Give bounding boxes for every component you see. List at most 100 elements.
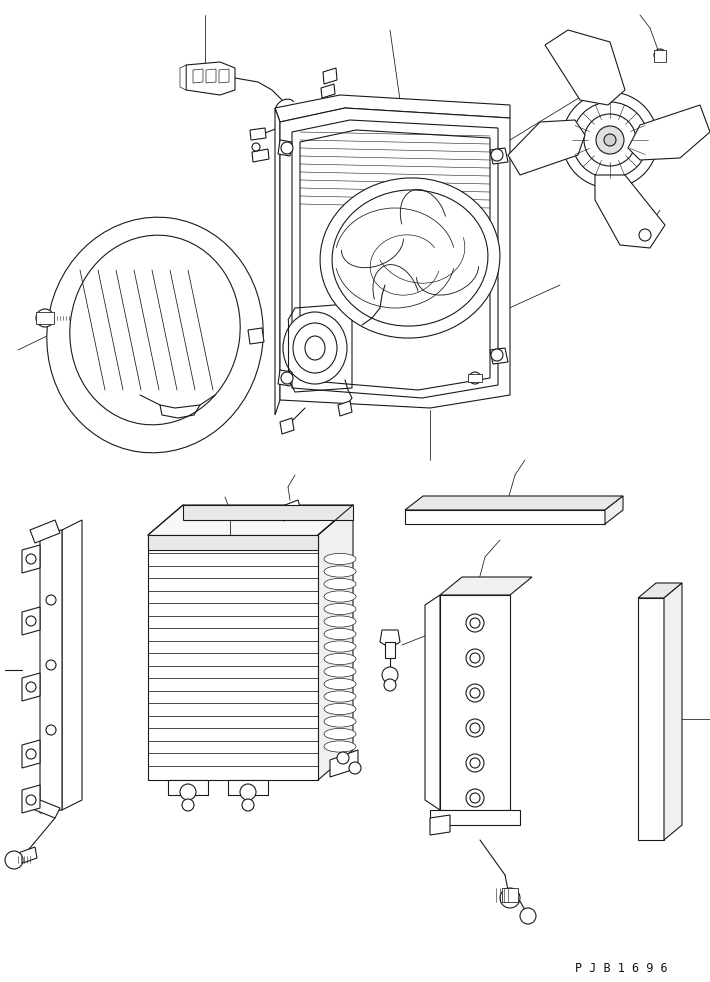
Polygon shape [22, 673, 40, 701]
Polygon shape [278, 370, 292, 386]
Polygon shape [22, 785, 40, 813]
Circle shape [470, 653, 480, 663]
Circle shape [240, 784, 256, 800]
Polygon shape [318, 505, 353, 780]
Polygon shape [508, 120, 585, 175]
Text: P J B 1 6 9 6: P J B 1 6 9 6 [575, 961, 668, 974]
Polygon shape [440, 577, 532, 595]
Ellipse shape [324, 554, 356, 565]
Circle shape [26, 554, 36, 564]
Circle shape [520, 908, 536, 924]
Ellipse shape [324, 691, 356, 702]
Ellipse shape [324, 616, 356, 627]
Polygon shape [502, 888, 518, 902]
Circle shape [46, 660, 56, 670]
Polygon shape [321, 84, 335, 98]
Circle shape [466, 684, 484, 702]
Polygon shape [440, 595, 510, 810]
Polygon shape [278, 140, 292, 156]
Polygon shape [22, 607, 40, 635]
Circle shape [469, 372, 481, 384]
Circle shape [46, 725, 56, 735]
Circle shape [281, 372, 293, 384]
Ellipse shape [283, 312, 347, 384]
Polygon shape [638, 598, 664, 840]
Polygon shape [186, 62, 235, 95]
Circle shape [466, 649, 484, 667]
Circle shape [572, 102, 648, 178]
Circle shape [604, 134, 616, 146]
Polygon shape [30, 520, 60, 543]
Polygon shape [323, 68, 337, 84]
Circle shape [596, 126, 624, 154]
Circle shape [252, 143, 260, 151]
Polygon shape [219, 69, 229, 83]
Circle shape [584, 114, 636, 166]
Polygon shape [250, 128, 266, 140]
Ellipse shape [324, 566, 356, 577]
Circle shape [36, 309, 54, 327]
Circle shape [470, 723, 480, 733]
Ellipse shape [324, 679, 356, 689]
Polygon shape [545, 30, 625, 105]
Polygon shape [664, 583, 682, 840]
Polygon shape [148, 535, 318, 550]
Circle shape [182, 799, 194, 811]
Ellipse shape [324, 591, 356, 602]
Circle shape [242, 799, 254, 811]
Polygon shape [425, 595, 440, 810]
Ellipse shape [47, 217, 263, 453]
Polygon shape [30, 798, 60, 818]
Ellipse shape [324, 578, 356, 589]
Circle shape [491, 149, 503, 161]
Polygon shape [252, 149, 269, 162]
Ellipse shape [324, 716, 356, 727]
Polygon shape [430, 810, 520, 825]
Circle shape [562, 92, 658, 188]
Circle shape [470, 793, 480, 803]
Circle shape [654, 49, 666, 61]
Ellipse shape [324, 641, 356, 652]
Polygon shape [468, 374, 482, 382]
Polygon shape [36, 312, 54, 324]
Ellipse shape [324, 740, 356, 752]
Circle shape [470, 758, 480, 768]
Polygon shape [490, 348, 508, 364]
Circle shape [639, 229, 651, 241]
Polygon shape [330, 750, 358, 777]
Circle shape [466, 789, 484, 807]
Polygon shape [275, 108, 280, 415]
Circle shape [382, 667, 398, 683]
Circle shape [500, 888, 520, 908]
Polygon shape [300, 130, 490, 390]
Circle shape [470, 688, 480, 698]
Circle shape [180, 784, 196, 800]
Polygon shape [22, 740, 40, 768]
Polygon shape [385, 642, 395, 658]
Ellipse shape [324, 653, 356, 665]
Ellipse shape [332, 190, 488, 326]
Polygon shape [180, 65, 186, 90]
Polygon shape [280, 418, 294, 434]
Ellipse shape [70, 235, 240, 425]
Circle shape [281, 142, 293, 154]
Ellipse shape [324, 703, 356, 715]
Polygon shape [206, 69, 216, 83]
Circle shape [337, 752, 349, 764]
Circle shape [466, 754, 484, 772]
Polygon shape [18, 847, 37, 864]
Polygon shape [380, 630, 400, 648]
Polygon shape [638, 583, 682, 598]
Polygon shape [605, 496, 623, 524]
Circle shape [384, 679, 396, 691]
Circle shape [26, 616, 36, 626]
Polygon shape [292, 120, 498, 398]
Circle shape [466, 614, 484, 632]
Polygon shape [248, 328, 264, 344]
Circle shape [26, 749, 36, 759]
Polygon shape [654, 50, 666, 62]
Polygon shape [168, 780, 208, 795]
Polygon shape [405, 510, 605, 524]
Polygon shape [338, 401, 352, 416]
Polygon shape [490, 148, 508, 164]
